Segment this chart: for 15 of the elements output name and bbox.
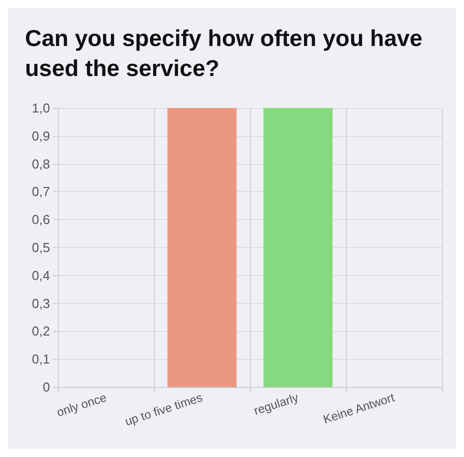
- chart-title: Can you specify how often you have used the service?: [25, 25, 429, 81]
- y-tick-label: 0,8: [32, 156, 50, 172]
- y-tick-label: 0,5: [32, 240, 50, 255]
- x-tick-label: Keine Antwort: [322, 390, 397, 427]
- y-tick-label: 0: [42, 380, 50, 394]
- y-tick-label: 0,9: [32, 128, 50, 144]
- y-tick-label: 0,4: [32, 268, 50, 283]
- y-tick-label: 0,2: [32, 324, 50, 339]
- y-tick-label: 0,3: [32, 296, 50, 311]
- y-tick-label: 0,6: [32, 212, 50, 228]
- y-tick-label: 0,1: [32, 352, 50, 367]
- x-tick-label: only once: [55, 390, 108, 420]
- y-tick-label: 0,7: [32, 184, 50, 200]
- x-tick-label: up to five times: [123, 390, 204, 429]
- y-tick-label: 1,0: [32, 100, 50, 116]
